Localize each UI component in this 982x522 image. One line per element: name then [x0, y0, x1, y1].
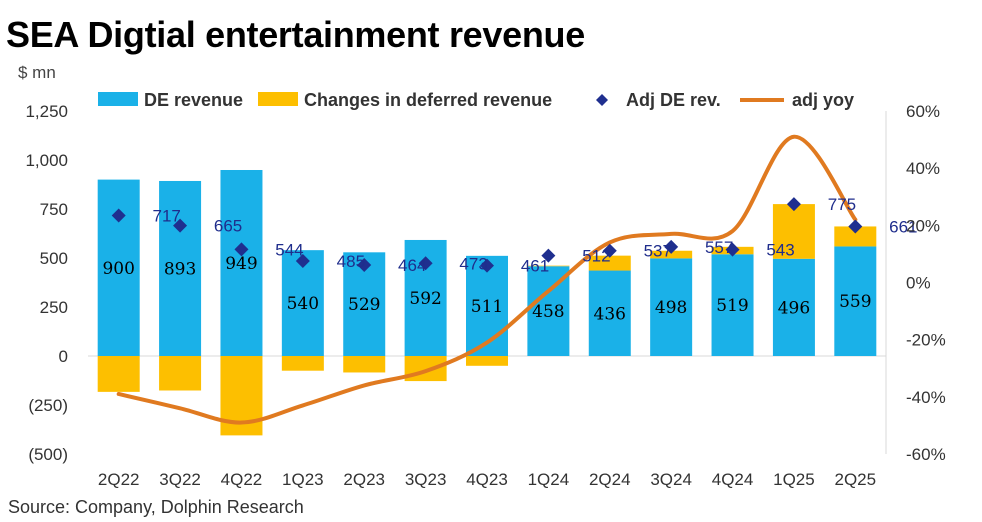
adj-de-value-label: 464 — [398, 256, 426, 275]
deferred-revenue-bar — [159, 356, 202, 391]
legend-label-de-revenue: DE revenue — [144, 90, 243, 110]
adj-de-value-label: 461 — [521, 257, 549, 276]
x-tick-label: 1Q25 — [773, 470, 815, 489]
adj-de-value-label: 557 — [705, 238, 733, 257]
x-tick-label: 3Q24 — [650, 470, 692, 489]
adj-de-value-label: 512 — [582, 247, 610, 266]
legend-swatch-deferred — [258, 92, 298, 106]
y-tick-label: (250) — [28, 396, 68, 415]
deferred-revenue-bar — [527, 265, 570, 267]
de-revenue-value-label: 436 — [594, 304, 626, 324]
adj-de-value-label: 537 — [644, 242, 672, 261]
x-tick-label: 2Q24 — [589, 470, 631, 489]
adj-de-marker — [725, 242, 740, 257]
x-tick-label: 1Q23 — [282, 470, 324, 489]
legend-swatch-de-revenue — [98, 92, 138, 106]
adj-de-marker — [295, 253, 310, 268]
x-tick-label: 4Q22 — [221, 470, 263, 489]
y2-tick-label: -20% — [906, 331, 946, 350]
deferred-revenue-bar — [466, 356, 508, 366]
adj-de-value-label: 717 — [153, 206, 181, 225]
de-revenue-value-label: 498 — [655, 298, 687, 318]
de-revenue-value-label: 592 — [409, 289, 441, 309]
y2-tick-label: -40% — [906, 388, 946, 407]
de-revenue-bar — [711, 254, 754, 356]
adj-de-marker — [173, 218, 188, 233]
de-revenue-value-label: 949 — [225, 254, 257, 274]
x-tick-label: 4Q23 — [466, 470, 508, 489]
adj-de-marker — [111, 208, 126, 223]
de-revenue-bar — [159, 180, 202, 356]
de-revenue-bar — [772, 258, 815, 356]
y2-tick-label: 0% — [906, 274, 931, 293]
de-revenue-bar — [220, 169, 263, 356]
y-axis-unit: $ mn — [18, 63, 56, 82]
x-tick-label: 3Q22 — [159, 470, 201, 489]
adj-de-value-label: 473 — [459, 254, 487, 273]
de-revenue-value-label: 511 — [471, 297, 503, 317]
de-revenue-value-label: 893 — [164, 259, 196, 279]
y-tick-label: 0 — [59, 347, 68, 366]
adj-de-value-label: 543 — [766, 241, 794, 260]
adj-de-value-label: 661 — [889, 217, 917, 236]
y-tick-label: 750 — [40, 200, 68, 219]
de-revenue-bar — [650, 258, 693, 356]
adj-de-value-label: 775 — [828, 195, 856, 214]
de-revenue-value-label: 519 — [716, 296, 748, 316]
de-revenue-bar — [588, 270, 631, 356]
y2-tick-label: 40% — [906, 159, 940, 178]
de-revenue-value-label: 496 — [778, 298, 810, 318]
adj-de-marker — [541, 248, 556, 263]
deferred-revenue-bar — [588, 255, 631, 271]
deferred-revenue-bar — [97, 356, 140, 392]
y-tick-label: 500 — [40, 249, 68, 268]
adj-de-value-label: 665 — [214, 217, 242, 236]
deferred-revenue-bar — [834, 226, 877, 247]
deferred-revenue-bar — [650, 250, 693, 259]
y-tick-label: 1,000 — [25, 151, 68, 170]
x-tick-label: 3Q23 — [405, 470, 447, 489]
adj-de-value-label: 485 — [337, 252, 365, 271]
de-revenue-value-label: 559 — [839, 292, 871, 312]
adj-de-marker — [602, 243, 617, 258]
adj-de-marker — [480, 258, 494, 273]
x-tick-label: 4Q24 — [712, 470, 754, 489]
adj-de-marker — [357, 258, 372, 273]
y-tick-label: 1,250 — [25, 102, 68, 121]
y2-tick-label: 60% — [906, 102, 940, 121]
legend-marker-adj-de — [596, 94, 608, 106]
x-tick-label: 2Q25 — [835, 470, 877, 489]
de-revenue-value-label: 900 — [102, 259, 134, 279]
deferred-revenue-bar — [343, 356, 386, 373]
deferred-revenue-bar — [772, 204, 815, 259]
chart-title: SEA Digtial entertainment revenue — [6, 14, 585, 55]
adj-de-marker — [418, 256, 433, 271]
de-revenue-value-label: 540 — [287, 294, 319, 314]
x-tick-label: 2Q22 — [98, 470, 140, 489]
y-tick-label: (500) — [28, 445, 68, 464]
de-revenue-value-label: 529 — [348, 295, 380, 315]
adj-de-value-label: 544 — [275, 240, 303, 259]
deferred-revenue-bar — [281, 356, 324, 371]
y-tick-label: 250 — [40, 298, 68, 317]
adj-de-marker — [664, 239, 679, 254]
x-tick-label: 2Q23 — [343, 470, 385, 489]
de-revenue-value-label: 458 — [532, 302, 564, 322]
adj-de-marker — [234, 242, 249, 257]
y2-tick-label: 20% — [906, 216, 940, 235]
legend-label-adj-yoy: adj yoy — [792, 90, 854, 110]
de-revenue-bar — [834, 246, 877, 356]
adj-de-marker — [786, 197, 801, 212]
legend-label-adj-de: Adj DE rev. — [626, 90, 721, 110]
adj-de-marker — [848, 219, 863, 234]
legend-label-deferred: Changes in deferred revenue — [304, 90, 552, 110]
y2-tick-label: -60% — [906, 445, 946, 464]
source-note: Source: Company, Dolphin Research — [8, 497, 304, 517]
adj-yoy-line — [116, 134, 858, 425]
x-tick-label: 1Q24 — [528, 470, 570, 489]
